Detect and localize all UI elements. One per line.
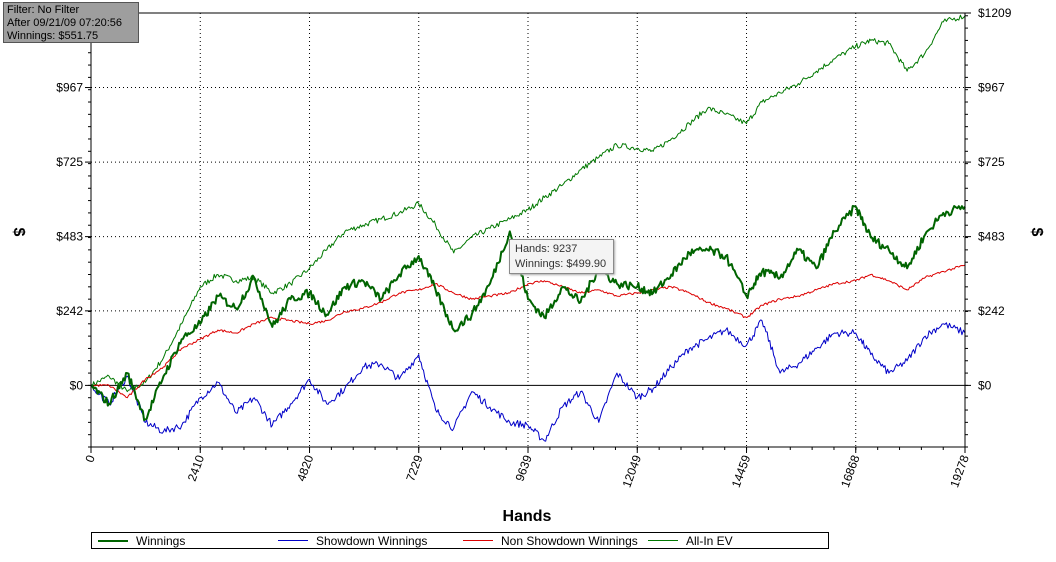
- legend-swatch-showdown: [278, 540, 308, 541]
- date-label: After 09/21/09 07:20:56: [7, 17, 122, 29]
- x-tick-label: 4820: [294, 453, 316, 483]
- x-tick-label: 9639: [513, 453, 535, 483]
- non-showdown-winnings-line: [90, 264, 966, 399]
- y-tick-label-right: $483: [978, 230, 1005, 244]
- x-tick-label: 16868: [838, 453, 863, 489]
- y-tick-label-left: $967: [56, 81, 83, 95]
- legend-item-showdown[interactable]: Showdown Winnings: [278, 533, 427, 548]
- legend-swatch-winnings: [98, 539, 128, 542]
- legend-label-allin-ev: All-In EV: [686, 533, 733, 548]
- x-tick-label: 12049: [620, 453, 645, 489]
- legend-label-showdown: Showdown Winnings: [316, 533, 428, 548]
- y-tick-label-right: $1209: [978, 6, 1012, 20]
- series-layer: [90, 14, 966, 442]
- tooltip-hands: Hands: 9237: [515, 243, 578, 255]
- tooltip-winnings: Winnings: $499.90: [515, 258, 607, 270]
- chart-legend: Winnings Showdown Winnings Non Showdown …: [91, 532, 829, 549]
- legend-label-winnings: Winnings: [136, 533, 186, 548]
- y-tick-label-left: $483: [56, 230, 83, 244]
- legend-item-winnings[interactable]: Winnings: [98, 533, 185, 548]
- y-tick-label-right: $725: [978, 155, 1005, 169]
- y-tick-label-left: $725: [56, 155, 83, 169]
- legend-label-non-showdown: Non Showdown Winnings: [501, 533, 638, 548]
- all-in-ev-line: [90, 14, 966, 393]
- x-tick-label: 0: [82, 453, 98, 464]
- y-axis-title-right: $: [1028, 228, 1045, 237]
- x-tick-label: 2410: [185, 453, 207, 483]
- grid-layer: [91, 12, 965, 447]
- y-axis-title-left: $: [10, 228, 27, 237]
- winnings-line: [90, 205, 966, 422]
- x-axis-title: Hands: [503, 508, 552, 525]
- x-tick-label: 19278: [947, 453, 972, 489]
- y-tick-label-left: $242: [56, 304, 83, 318]
- legend-swatch-allin-ev: [648, 540, 678, 541]
- y-tick-label-right: $967: [978, 81, 1005, 95]
- y-tick-label-right: $242: [978, 304, 1005, 318]
- y-tick-label-right: $0: [978, 378, 992, 392]
- x-tick-label: 7229: [403, 453, 425, 483]
- legend-item-non-showdown[interactable]: Non Showdown Winnings: [463, 533, 638, 548]
- filter-info-box: Filter: No Filter After 09/21/09 07:20:5…: [3, 2, 139, 43]
- legend-swatch-non-showdown: [463, 540, 493, 541]
- x-tick-label: 14459: [729, 453, 754, 489]
- hover-tooltip: Hands: 9237 Winnings: $499.90: [509, 239, 614, 274]
- filter-label: Filter: No Filter: [7, 4, 80, 16]
- showdown-winnings-line: [90, 319, 966, 442]
- legend-item-allin-ev[interactable]: All-In EV: [648, 533, 733, 548]
- total-winnings-label: Winnings: $551.75: [7, 30, 99, 42]
- y-tick-label-left: $0: [70, 378, 84, 392]
- axis-layer: $0 $0 $242 $242 $483 $483 $725 $725 $967 $967 $120…: [56, 6, 1011, 489]
